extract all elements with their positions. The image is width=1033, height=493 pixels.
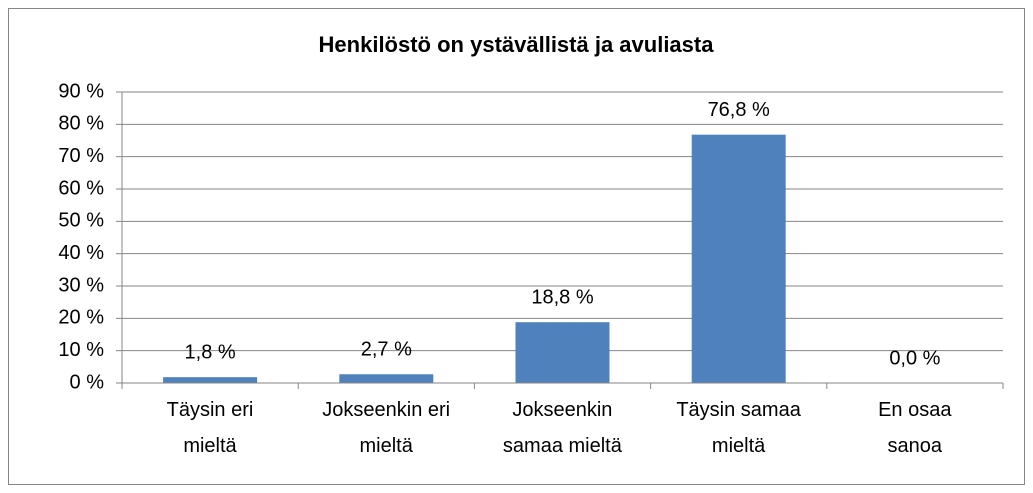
- value-label: 2,7 %: [361, 339, 412, 361]
- y-tick-label: 70 %: [58, 145, 104, 167]
- y-tick-label: 80 %: [58, 113, 104, 135]
- bar: [339, 374, 434, 383]
- x-tick-label: Jokseenkin samaa mieltä: [502, 399, 622, 457]
- y-tick-label: 50 %: [58, 210, 104, 232]
- bar: [515, 322, 610, 383]
- y-tick-label: 40 %: [58, 242, 104, 264]
- chart-title: Henkilöstö on ystävällistä ja avuliasta: [319, 32, 715, 57]
- y-tick-label: 10 %: [58, 339, 104, 361]
- y-tick-label: 90 %: [58, 80, 104, 102]
- bar: [163, 377, 258, 383]
- x-tick-label: Jokseenkin eri mieltä: [322, 399, 451, 457]
- y-tick-label: 0 %: [70, 371, 105, 393]
- bar: [691, 134, 786, 383]
- x-tick-label: Täysin samaa mieltä: [676, 399, 801, 457]
- value-label: 76,8 %: [708, 99, 770, 121]
- x-tick-label: Täysin eri mieltä: [166, 399, 254, 457]
- value-label: 0,0 %: [889, 347, 940, 369]
- y-tick-label: 30 %: [58, 274, 104, 296]
- value-label: 1,8 %: [185, 341, 236, 363]
- x-tick-label: En osaa sanoa: [878, 399, 952, 457]
- chart-border: [8, 8, 1025, 485]
- y-tick-label: 20 %: [58, 307, 104, 329]
- value-label: 18,8 %: [531, 286, 593, 308]
- y-tick-label: 60 %: [58, 177, 104, 199]
